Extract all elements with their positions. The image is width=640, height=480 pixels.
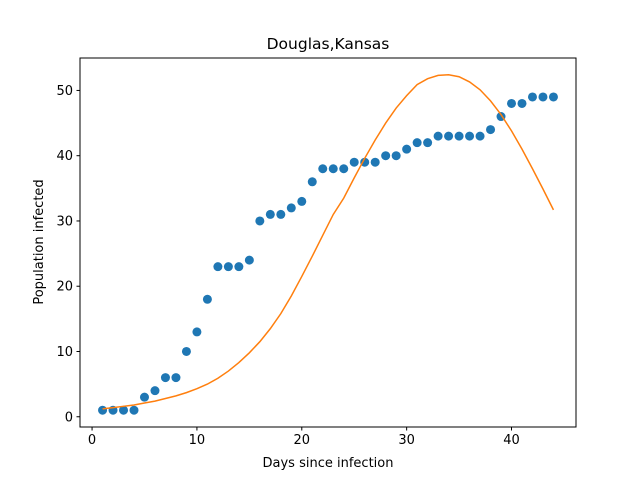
data-point bbox=[412, 138, 422, 148]
data-point bbox=[223, 262, 233, 272]
data-point bbox=[265, 209, 275, 219]
data-point bbox=[538, 92, 548, 102]
y-tick-label: 0 bbox=[65, 410, 73, 425]
data-point bbox=[444, 131, 454, 141]
y-tick-label: 40 bbox=[56, 149, 73, 164]
data-point bbox=[297, 196, 307, 206]
data-point bbox=[527, 92, 537, 102]
data-point bbox=[548, 92, 558, 102]
x-tick-label: 30 bbox=[398, 433, 415, 448]
data-point bbox=[433, 131, 443, 141]
data-point bbox=[517, 98, 527, 108]
data-point bbox=[486, 125, 496, 135]
data-point bbox=[381, 151, 391, 161]
data-point bbox=[234, 262, 244, 272]
data-point bbox=[423, 138, 433, 148]
y-tick-label: 20 bbox=[56, 280, 73, 295]
y-tick-label: 10 bbox=[56, 345, 73, 360]
x-axis-label: Days since infection bbox=[263, 456, 394, 471]
data-point bbox=[160, 373, 170, 383]
data-point bbox=[202, 294, 212, 304]
y-tick-label: 30 bbox=[56, 214, 73, 229]
data-point bbox=[213, 262, 223, 272]
data-point bbox=[171, 373, 181, 383]
data-point bbox=[286, 203, 296, 213]
data-point bbox=[360, 157, 370, 167]
y-axis-label: Population infected bbox=[32, 179, 47, 304]
chart-title: Douglas,Kansas bbox=[267, 35, 390, 53]
data-point bbox=[139, 392, 149, 402]
x-tick-label: 0 bbox=[88, 433, 96, 448]
data-point bbox=[454, 131, 464, 141]
data-point bbox=[318, 164, 328, 174]
data-point bbox=[391, 151, 401, 161]
y-tick-label: 50 bbox=[56, 84, 73, 99]
data-line bbox=[102, 74, 555, 410]
data-point bbox=[349, 157, 359, 167]
x-tick-label: 40 bbox=[503, 433, 520, 448]
axes-frame bbox=[79, 57, 577, 428]
data-point bbox=[255, 216, 265, 226]
data-point bbox=[328, 164, 338, 174]
data-point bbox=[119, 405, 129, 415]
data-point bbox=[98, 405, 108, 415]
data-point bbox=[181, 346, 191, 356]
plot-area bbox=[98, 74, 558, 415]
data-point bbox=[276, 209, 286, 219]
data-point bbox=[475, 131, 485, 141]
data-point bbox=[129, 405, 139, 415]
x-tick-label: 10 bbox=[189, 433, 206, 448]
x-tick-label: 20 bbox=[294, 433, 311, 448]
data-point bbox=[402, 144, 412, 154]
data-point bbox=[465, 131, 475, 141]
data-point bbox=[244, 255, 254, 265]
data-point bbox=[339, 164, 349, 174]
data-point bbox=[370, 157, 380, 167]
data-point bbox=[150, 386, 160, 396]
data-point bbox=[507, 98, 517, 108]
data-point bbox=[307, 177, 317, 187]
data-point bbox=[192, 327, 202, 337]
